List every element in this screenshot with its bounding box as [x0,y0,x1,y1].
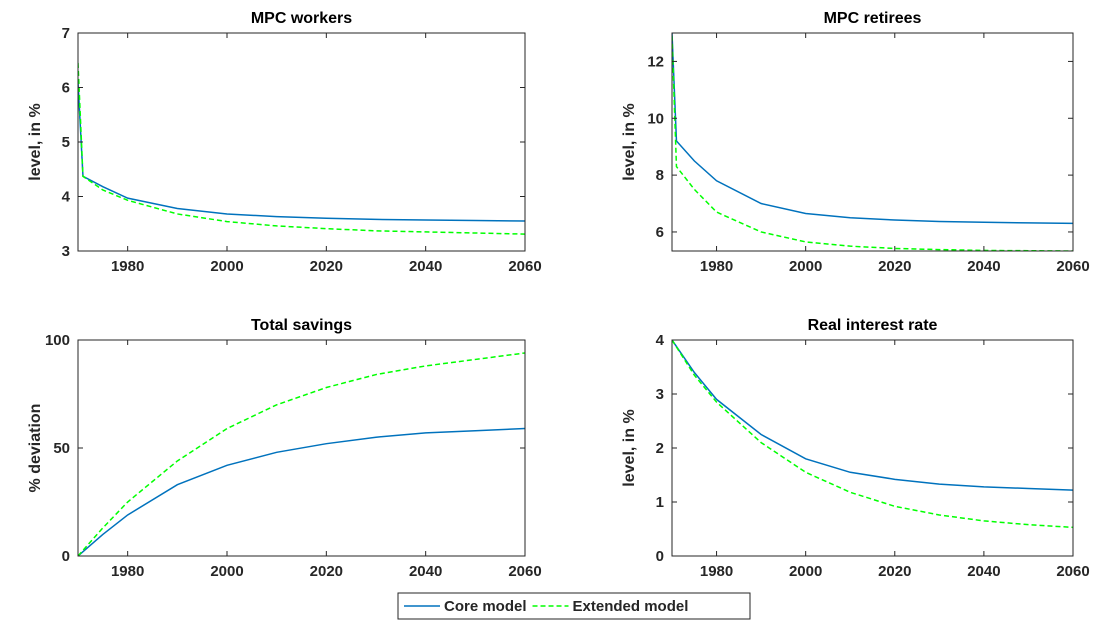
y-tick-label: 4 [656,332,665,349]
y-tick-label: 50 [53,440,70,457]
y-tick-label: 5 [62,134,70,151]
legend-label: Core model [444,598,527,615]
y-tick-label: 10 [647,110,664,127]
x-tick-label: 2060 [1056,258,1089,275]
x-tick-label: 2020 [878,258,911,275]
y-tick-label: 12 [647,53,664,70]
axes-box [671,32,1074,252]
x-tick-label: 2000 [210,563,243,580]
y-axis-label: % deviation [27,404,44,493]
y-tick-label: 6 [62,80,70,97]
y-tick-label: 0 [62,548,70,565]
series-line [78,427,525,556]
x-tick-label: 2040 [967,563,1000,580]
x-tick-label: 2060 [1056,563,1089,580]
legend-label: Extended model [573,598,689,615]
y-axis-label: level, in % [621,409,638,486]
y-axis-label: level, in % [27,103,44,180]
plot-area [78,33,525,251]
x-tick-label: 1980 [700,258,733,275]
chart-title: MPC retirees [824,10,922,27]
chart-title: Total savings [251,317,352,334]
x-tick-label: 1980 [111,258,144,275]
x-tick-label: 2020 [310,563,343,580]
y-tick-label: 3 [62,243,70,260]
series-line [672,33,1073,225]
series-line [672,35,1073,251]
y-tick-label: 3 [656,386,664,403]
y-tick-label: 8 [656,167,664,184]
x-tick-label: 2040 [409,563,442,580]
series-line [78,62,525,235]
legend: Core model Extended model [397,592,751,620]
legend-box [397,592,751,620]
y-tick-label: 6 [656,224,664,241]
y-axis-label: level, in % [621,103,638,180]
x-tick-label: 2060 [508,258,541,275]
series-line [78,82,525,222]
x-tick-label: 2000 [789,563,822,580]
x-tick-label: 1980 [700,563,733,580]
x-tick-label: 2060 [508,563,541,580]
x-tick-label: 2040 [409,258,442,275]
series-line [672,340,1073,529]
y-tick-label: 4 [62,189,71,206]
x-tick-label: 2000 [210,258,243,275]
y-tick-label: 100 [45,332,70,349]
x-tick-label: 2020 [878,563,911,580]
x-tick-label: 1980 [111,563,144,580]
x-tick-label: 2000 [789,258,822,275]
plot-area [672,33,1073,251]
plot-area [672,340,1073,556]
series-line [78,352,525,556]
x-tick-label: 2040 [967,258,1000,275]
y-tick-label: 1 [656,494,664,511]
y-tick-label: 7 [62,25,70,42]
series-line [672,340,1073,491]
y-tick-label: 2 [656,440,664,457]
chart-title: MPC workers [251,10,352,27]
x-tick-label: 2020 [310,258,343,275]
chart-title: Real interest rate [808,317,938,334]
y-tick-label: 0 [656,548,664,565]
